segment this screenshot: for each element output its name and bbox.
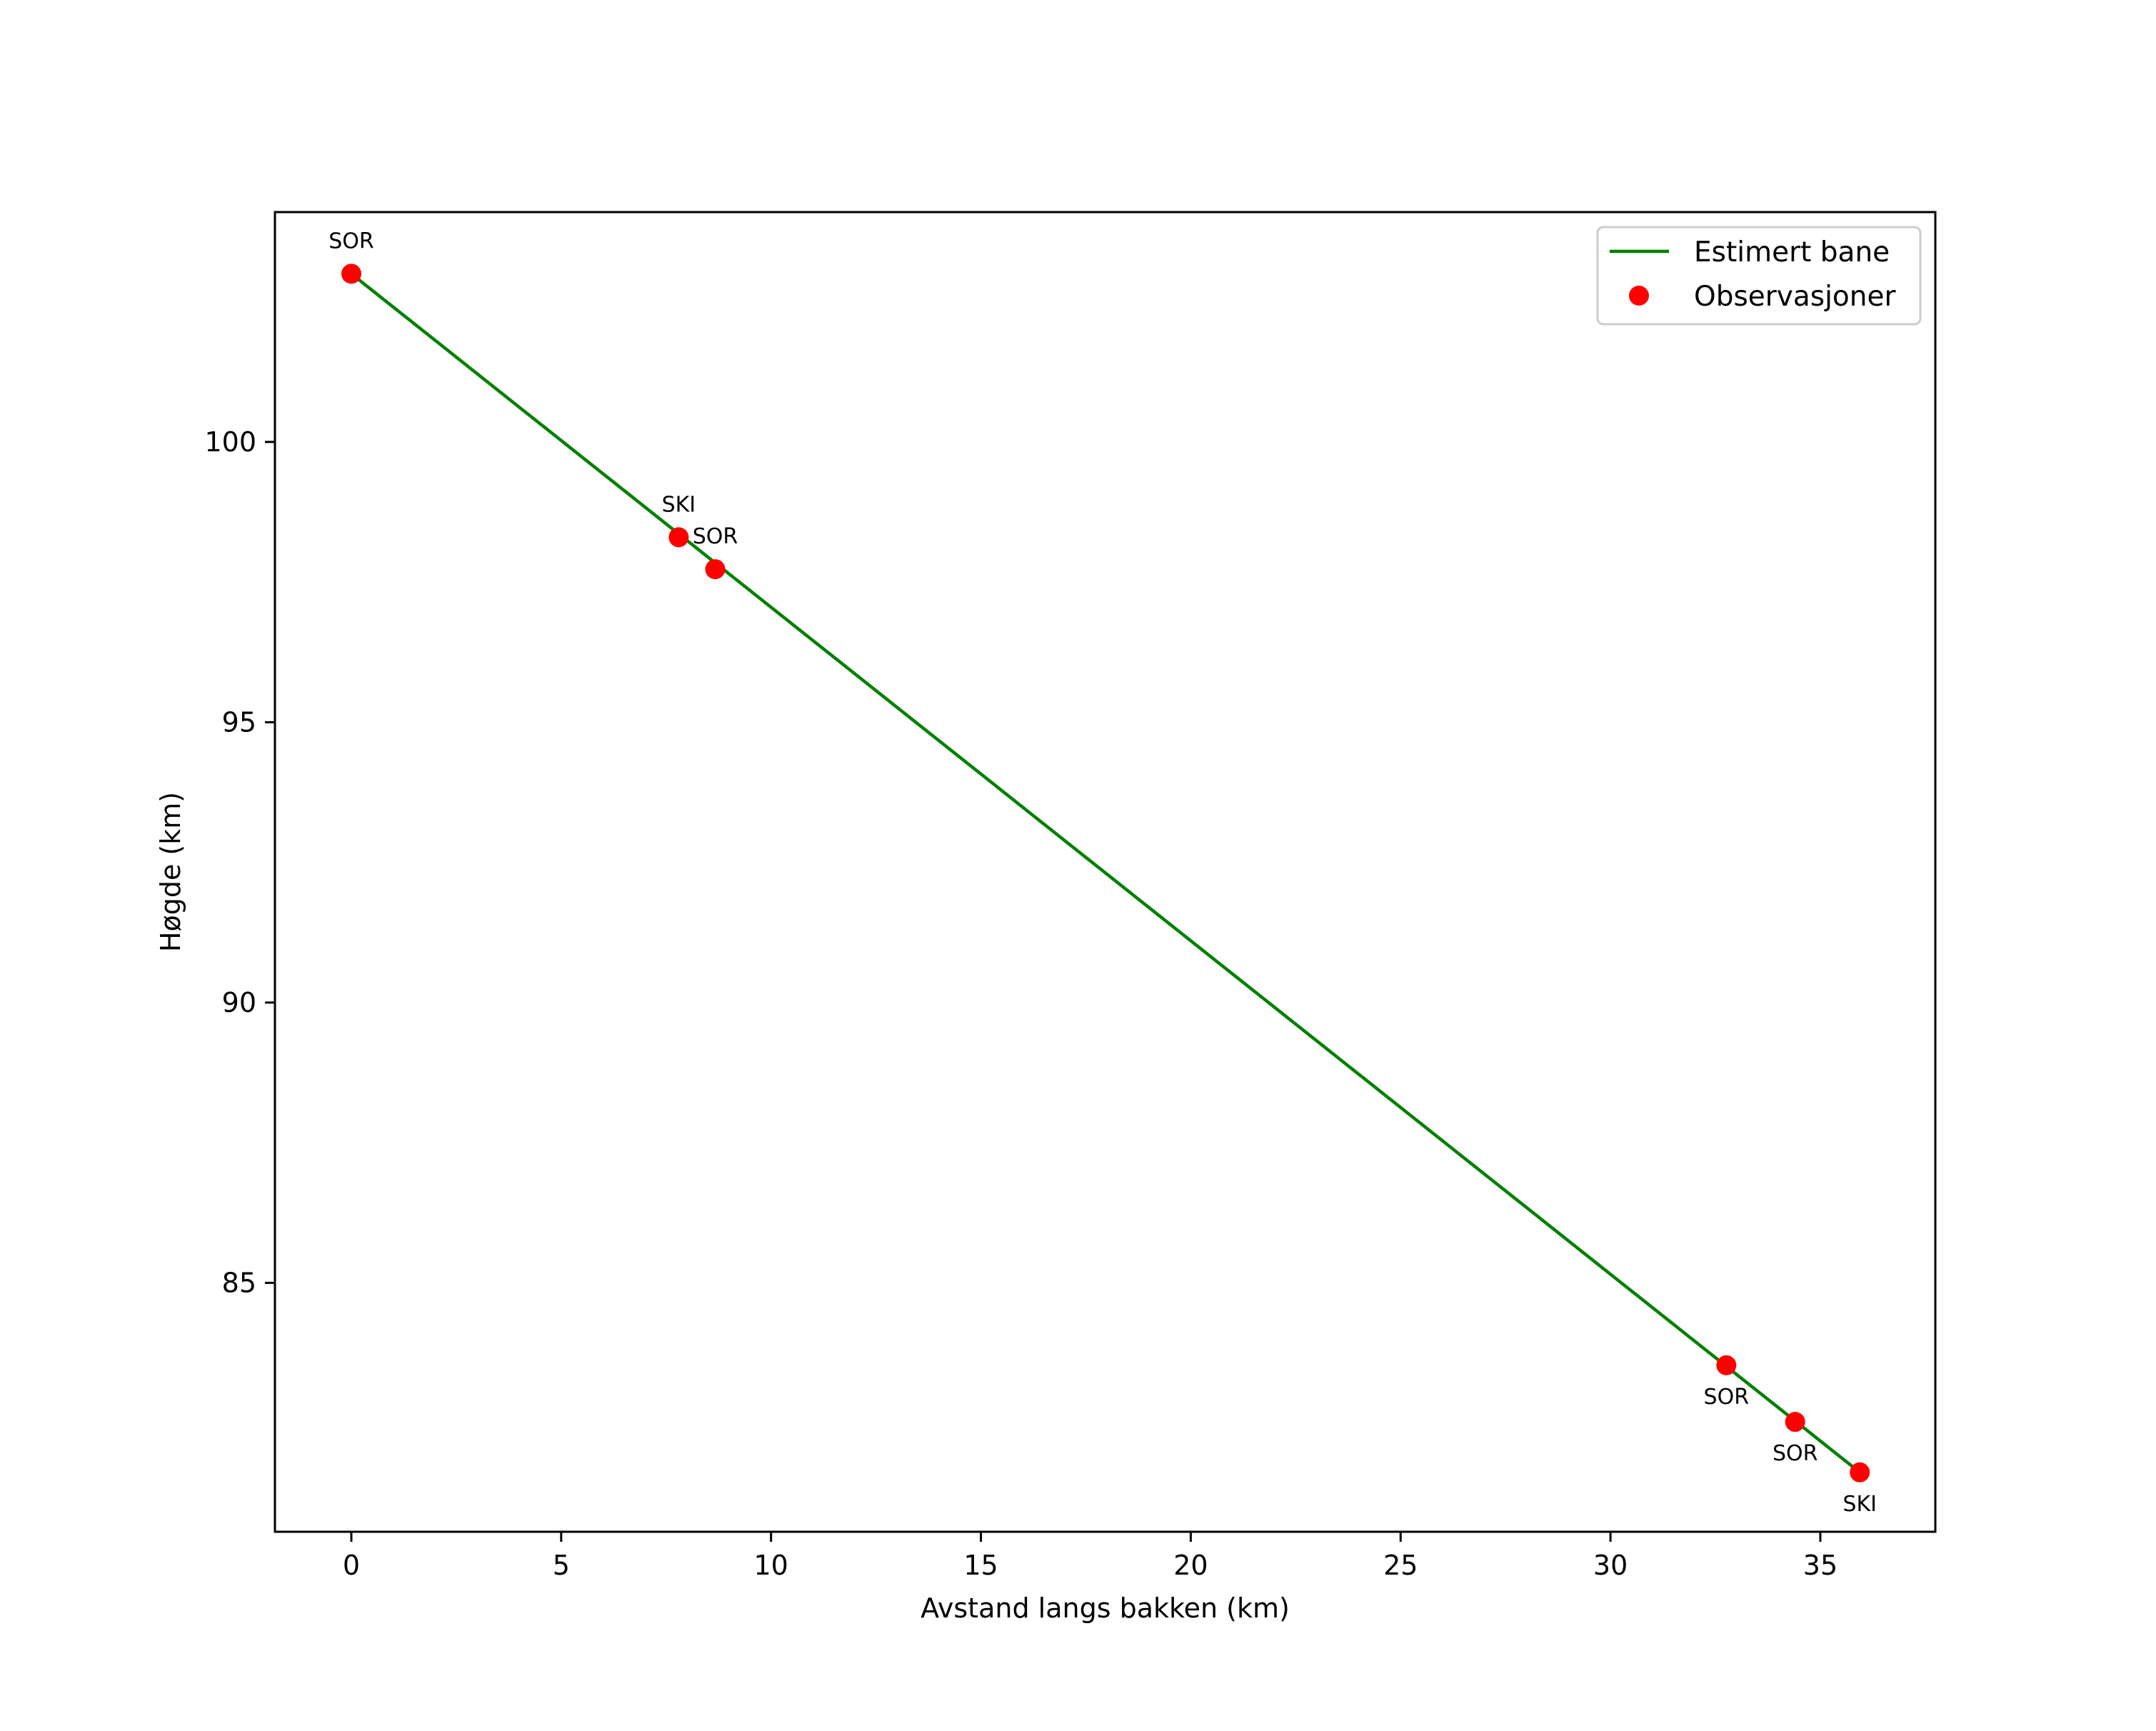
- observation-point: [341, 264, 361, 284]
- legend: Estimert bane Observasjoner: [1596, 226, 1922, 326]
- y-tick-label: 95: [222, 706, 256, 738]
- x-tick-label: 10: [753, 1550, 788, 1581]
- x-tick-label: 30: [1593, 1550, 1628, 1581]
- y-axis-label: Høgde (km): [155, 792, 186, 952]
- x-tick-label: 5: [553, 1550, 570, 1581]
- observation-point: [1785, 1412, 1805, 1433]
- x-tick-label: 25: [1383, 1550, 1418, 1581]
- legend-label-estimert-bane: Estimert bane: [1694, 236, 1890, 269]
- x-axis-label: Avstand langs bakken (km): [921, 1592, 1290, 1624]
- station-annotation: SOR: [1704, 1385, 1750, 1410]
- station-annotation: SKI: [662, 492, 696, 517]
- x-tick-label: 15: [963, 1550, 998, 1581]
- y-axis-ticks: 85 90 95 100: [204, 426, 275, 1298]
- observation-point: [1716, 1355, 1737, 1375]
- y-tick-label: 85: [222, 1267, 256, 1298]
- station-annotation: SOR: [329, 229, 374, 254]
- y-tick-label: 100: [204, 426, 256, 458]
- x-axis-ticks: 0 5 10 15 20 25 30 35: [343, 1532, 1837, 1581]
- observation-point: [1850, 1462, 1870, 1482]
- estimated-trajectory-line: [350, 272, 1861, 1474]
- y-tick-label: 90: [222, 987, 256, 1018]
- legend-box: [1596, 226, 1922, 326]
- observation-point: [668, 527, 689, 548]
- station-annotation: SKI: [1842, 1492, 1877, 1517]
- observation-point: [705, 559, 726, 580]
- station-annotation: SOR: [1773, 1441, 1818, 1466]
- legend-label-observasjoner: Observasjoner: [1694, 281, 1897, 313]
- station-annotation: SOR: [693, 524, 738, 549]
- legend-marker-swatch: [1629, 286, 1649, 306]
- x-tick-label: 0: [343, 1550, 360, 1581]
- x-tick-label: 20: [1173, 1550, 1208, 1581]
- x-tick-label: 35: [1803, 1550, 1837, 1581]
- plot-area: SOR SKI SOR SOR SOR SKI: [329, 229, 1877, 1516]
- axes-frame: [274, 211, 1937, 1533]
